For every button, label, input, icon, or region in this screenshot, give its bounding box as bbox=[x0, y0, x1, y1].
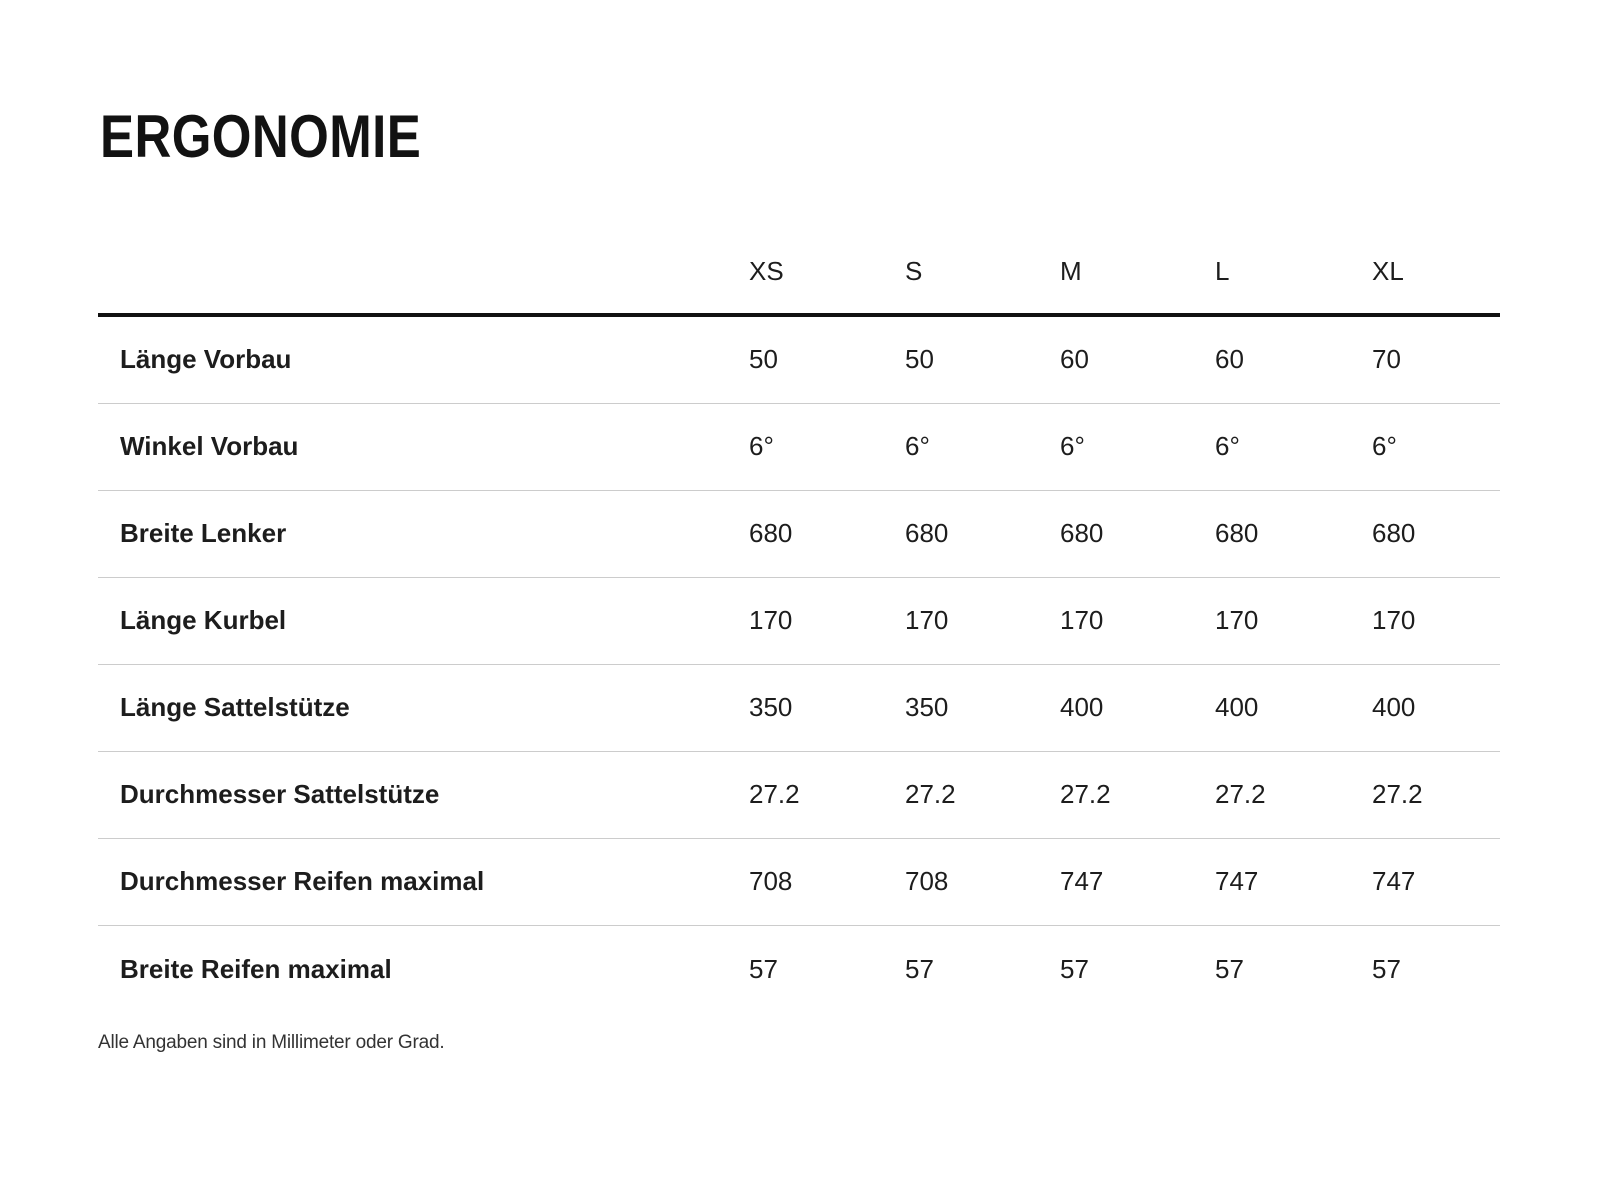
table-cell: 170 bbox=[905, 605, 949, 636]
row-label: Breite Reifen maximal bbox=[120, 953, 392, 984]
table-cell: 27.2 bbox=[749, 779, 800, 810]
table-cell: 350 bbox=[905, 692, 949, 723]
table-cell: 747 bbox=[1215, 866, 1259, 897]
table-cell: 680 bbox=[905, 518, 949, 549]
row-label: Durchmesser Reifen maximal bbox=[120, 866, 485, 897]
table-cell: 6° bbox=[905, 431, 930, 462]
table-row: Durchmesser Sattelstütze 27.2 27.2 27.2 27.2… bbox=[98, 752, 1500, 839]
table-cell: 747 bbox=[1060, 866, 1104, 897]
column-header-xs: XS bbox=[749, 255, 784, 286]
table-cell: 708 bbox=[749, 866, 793, 897]
table-row: Winkel Vorbau 6° 6° 6° 6° 6° bbox=[98, 404, 1500, 491]
table-cell: 400 bbox=[1060, 692, 1104, 723]
table-cell: 50 bbox=[749, 344, 778, 375]
table-body: Länge Vorbau 50 50 60 60 70 Winkel Vorbau 6° 6° 6… bbox=[98, 317, 1500, 1013]
table-cell: 400 bbox=[1372, 692, 1416, 723]
table-cell: 27.2 bbox=[1060, 779, 1111, 810]
table-cell: 680 bbox=[749, 518, 793, 549]
table-footnote: Alle Angaben sind in Millimeter oder Gra… bbox=[98, 1032, 445, 1053]
table-cell: 57 bbox=[905, 953, 934, 984]
table-cell: 57 bbox=[749, 953, 778, 984]
table-cell: 27.2 bbox=[1215, 779, 1266, 810]
table-row: Breite Reifen maximal 57 57 57 57 57 bbox=[98, 926, 1500, 1013]
table-cell: 170 bbox=[1372, 605, 1416, 636]
row-label: Länge Kurbel bbox=[120, 605, 287, 636]
table-cell: 680 bbox=[1060, 518, 1104, 549]
column-header-m: M bbox=[1060, 255, 1082, 286]
table-cell: 170 bbox=[1215, 605, 1259, 636]
row-label: Breite Lenker bbox=[120, 518, 287, 549]
page-title: ERGONOMIE bbox=[100, 103, 422, 170]
column-header-s: S bbox=[905, 255, 923, 286]
row-label: Länge Vorbau bbox=[120, 344, 292, 375]
table-cell: 350 bbox=[749, 692, 793, 723]
column-header-l: L bbox=[1215, 255, 1230, 286]
row-label: Durchmesser Sattelstütze bbox=[120, 779, 440, 810]
table-cell: 57 bbox=[1060, 953, 1089, 984]
table-header-row: XS S M L XL bbox=[98, 230, 1500, 317]
table-cell: 400 bbox=[1215, 692, 1259, 723]
table-row: Durchmesser Reifen maximal 708 708 747 747 74… bbox=[98, 839, 1500, 926]
table-row: Länge Vorbau 50 50 60 60 70 bbox=[98, 317, 1500, 404]
table-cell: 57 bbox=[1215, 953, 1244, 984]
table-cell: 57 bbox=[1372, 953, 1401, 984]
row-label: Länge Sattelstütze bbox=[120, 692, 350, 723]
table-row: Länge Sattelstütze 350 350 400 400 400 bbox=[98, 665, 1500, 752]
table-cell: 708 bbox=[905, 866, 949, 897]
table-cell: 60 bbox=[1215, 344, 1244, 375]
table-cell: 680 bbox=[1215, 518, 1259, 549]
column-header-xl: XL bbox=[1372, 255, 1404, 286]
table-cell: 170 bbox=[749, 605, 793, 636]
table-cell: 170 bbox=[1060, 605, 1104, 636]
table-cell: 747 bbox=[1372, 866, 1416, 897]
row-label: Winkel Vorbau bbox=[120, 431, 299, 462]
table-cell: 27.2 bbox=[1372, 779, 1423, 810]
table-cell: 6° bbox=[1215, 431, 1240, 462]
ergonomics-table: XS S M L XL Länge Vorbau 50 50 60 60 70 Winkel Vor… bbox=[98, 230, 1500, 1013]
table-row: Breite Lenker 680 680 680 680 680 bbox=[98, 491, 1500, 578]
table-cell: 50 bbox=[905, 344, 934, 375]
table-cell: 6° bbox=[749, 431, 774, 462]
table-cell: 6° bbox=[1372, 431, 1397, 462]
table-cell: 680 bbox=[1372, 518, 1416, 549]
table-cell: 70 bbox=[1372, 344, 1401, 375]
table-cell: 27.2 bbox=[905, 779, 956, 810]
table-row: Länge Kurbel 170 170 170 170 170 bbox=[98, 578, 1500, 665]
table-cell: 60 bbox=[1060, 344, 1089, 375]
table-cell: 6° bbox=[1060, 431, 1085, 462]
